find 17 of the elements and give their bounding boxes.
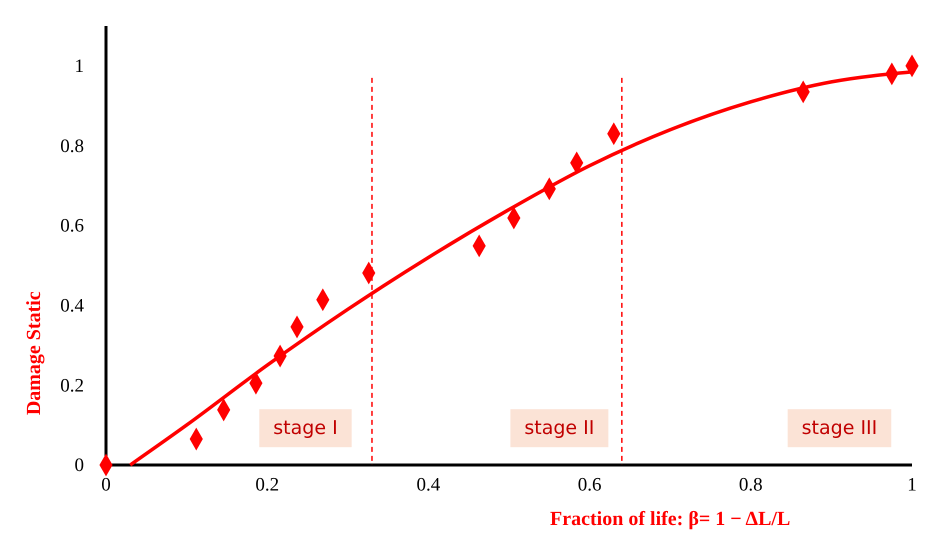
x-tick-label: 0.6	[578, 474, 602, 496]
y-tick-label: 0.2	[60, 375, 84, 396]
y-tick-label: 0.4	[60, 295, 84, 316]
y-tick-label: 0.8	[60, 136, 84, 157]
y-tick-label: 0.6	[60, 216, 84, 237]
annotation: stage I	[273, 417, 338, 440]
x-tick-label: 0.8	[738, 474, 763, 496]
x-tick-label: 1	[907, 474, 917, 496]
annotation: stage III	[802, 417, 878, 440]
y-axis-title: Damage Static	[23, 291, 45, 416]
annotation: stage II	[524, 417, 594, 440]
x-tick-label: 0	[101, 474, 111, 496]
x-axis-title: Fraction of life: β= 1 − ΔL/L	[550, 508, 790, 530]
x-tick-label: 0.4	[416, 474, 441, 496]
y-tick-label: 0	[74, 455, 84, 476]
x-tick-label: 0.2	[255, 474, 280, 496]
y-tick-label: 1	[74, 56, 84, 77]
